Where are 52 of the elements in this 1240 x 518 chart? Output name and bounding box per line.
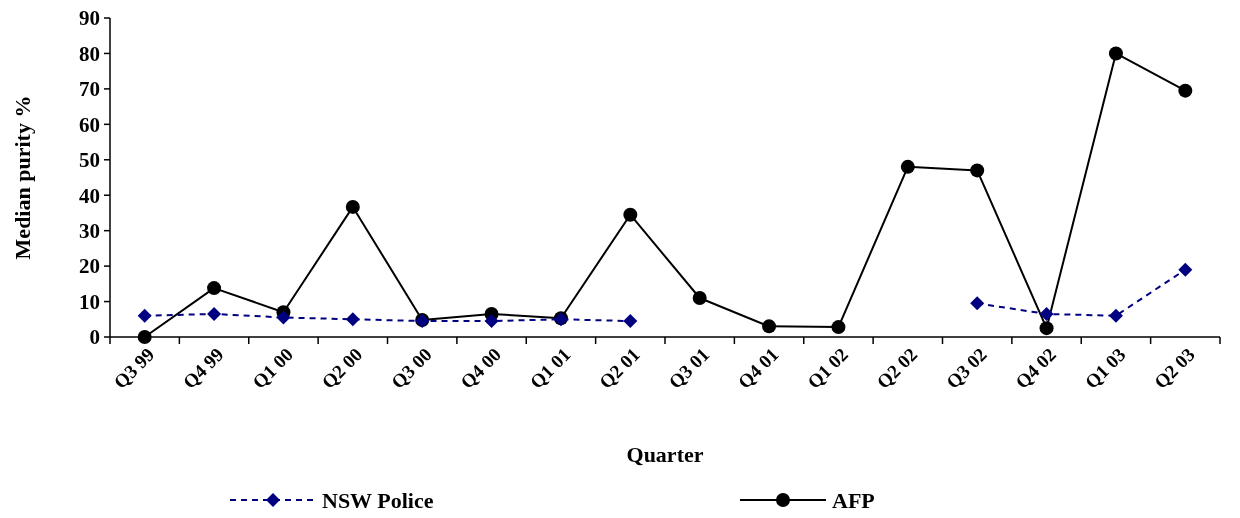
x-tick-label: Q2 03 xyxy=(1150,343,1199,393)
point xyxy=(900,159,915,174)
x-tick-label: Q1 02 xyxy=(803,343,852,393)
point xyxy=(207,281,222,296)
y-tick-label: 70 xyxy=(79,77,100,102)
point xyxy=(137,330,152,344)
x-tick-label: Q3 02 xyxy=(941,343,991,393)
point xyxy=(1178,262,1193,277)
point xyxy=(1039,306,1054,321)
point xyxy=(831,320,846,335)
x-tick-label: Q4 02 xyxy=(1011,343,1061,393)
point xyxy=(623,314,638,329)
point xyxy=(623,207,638,222)
point xyxy=(137,308,152,323)
point xyxy=(207,306,222,321)
point xyxy=(1039,321,1054,336)
point xyxy=(1178,83,1193,98)
y-tick-label: 20 xyxy=(79,254,100,279)
y-tick-label: 60 xyxy=(79,112,100,137)
y-tick-label: 40 xyxy=(79,183,100,208)
point xyxy=(345,312,360,327)
x-tick-label: Q1 03 xyxy=(1080,343,1130,393)
point xyxy=(1108,308,1123,323)
y-tick-label: 50 xyxy=(79,148,100,173)
x-axis-title: Quarter xyxy=(626,442,704,467)
point xyxy=(276,310,291,325)
x-tick-label: Q2 00 xyxy=(317,343,367,393)
y-tick-label: 0 xyxy=(89,325,100,350)
point xyxy=(345,199,360,214)
y-axis-title: Median purity % xyxy=(10,95,35,260)
y-tick-label: 90 xyxy=(79,6,100,31)
y-tick-label: 10 xyxy=(79,289,100,314)
point xyxy=(692,291,707,306)
x-tick-label: Q4 99 xyxy=(178,343,228,393)
x-tick-label: Q2 01 xyxy=(595,343,644,393)
point xyxy=(762,319,777,334)
legend-label: NSW Police xyxy=(322,487,434,513)
y-tick-label: 80 xyxy=(79,41,100,66)
point xyxy=(970,296,985,311)
x-tick-label: Q3 99 xyxy=(109,343,159,393)
x-tick-label: Q1 01 xyxy=(525,343,575,393)
point xyxy=(1108,46,1123,61)
x-tick-label: Q3 01 xyxy=(664,343,714,393)
legend-label: AFP xyxy=(832,487,875,513)
x-tick-label: Q3 00 xyxy=(386,343,436,393)
y-tick-label: 30 xyxy=(79,219,100,244)
x-tick-label: Q1 00 xyxy=(248,343,297,393)
x-tick-label: Q2 02 xyxy=(872,343,922,393)
point xyxy=(484,314,499,329)
x-tick-label: Q4 01 xyxy=(733,343,783,393)
point xyxy=(970,163,985,178)
x-tick-label: Q4 00 xyxy=(456,343,506,393)
